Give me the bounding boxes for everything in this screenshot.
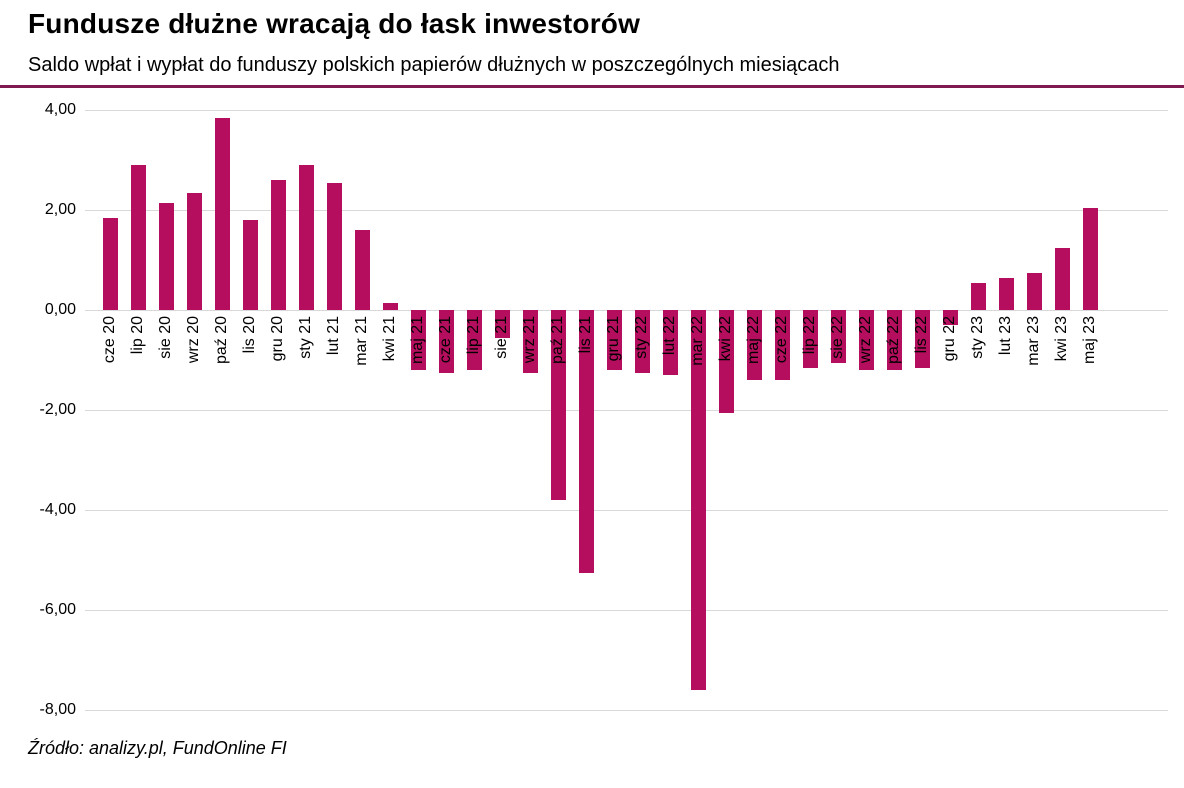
bar-gru-21 [606, 310, 622, 370]
x-axis-tick-label: lis 22 [913, 316, 930, 354]
x-axis-tick-label: mar 23 [1025, 316, 1042, 366]
x-axis-tick-label: sty 23 [969, 316, 986, 359]
x-axis-tick-label: lip 21 [465, 316, 482, 355]
bar-maj-22 [746, 310, 762, 380]
x-axis-tick-label: paź 20 [213, 316, 230, 365]
y-axis-tick-label: -4,00 [39, 501, 76, 518]
y-axis-tick-label: 0,00 [44, 301, 76, 318]
x-axis-tick-label: cze 20 [101, 316, 118, 364]
bar-sie-20 [158, 202, 174, 310]
x-axis-tick-label: cze 22 [773, 316, 790, 364]
x-axis-tick-label: paź 21 [549, 316, 566, 365]
bar-cze-22 [774, 310, 790, 380]
bar-paź-21 [550, 310, 566, 500]
gridline [85, 609, 1168, 611]
page-title: Fundusze dłużne wracają do łask inwestor… [28, 8, 641, 39]
gridline [85, 309, 1168, 311]
bar-lis-22 [914, 310, 930, 368]
bar-sty-23 [970, 282, 986, 310]
x-axis-tick-label: maj 23 [1081, 316, 1098, 365]
x-axis-tick-label: kwi 22 [717, 316, 734, 362]
bar-wrz-21 [522, 310, 538, 373]
x-axis-tick-label: sty 22 [633, 316, 650, 359]
bar-lut-23 [998, 277, 1014, 310]
bar-wrz-22 [858, 310, 874, 370]
bar-wrz-20 [186, 192, 202, 310]
bar-lis-21 [578, 310, 594, 573]
title-divider [0, 85, 1184, 88]
x-axis-tick-label: sie 21 [493, 316, 510, 359]
bar-paź-22 [886, 310, 902, 370]
x-axis-tick-label: gru 22 [941, 316, 958, 362]
x-axis-tick-label: lis 21 [577, 316, 594, 354]
bar-maj-23 [1082, 207, 1098, 310]
x-axis-tick-label: sie 22 [829, 316, 846, 359]
x-axis-tick-label: gru 20 [269, 316, 286, 362]
x-axis-tick-label: lis 20 [241, 316, 258, 354]
x-axis-tick-label: wrz 20 [185, 316, 202, 364]
x-axis-tick-label: wrz 22 [857, 316, 874, 364]
x-axis-tick-label: kwi 23 [1053, 316, 1070, 362]
bar-paź-20 [214, 117, 230, 310]
bar-sty-21 [298, 165, 314, 310]
bar-kwi-23 [1054, 247, 1070, 310]
bar-cze-21 [438, 310, 454, 373]
x-axis-tick-label: lut 23 [997, 316, 1014, 356]
x-axis-tick-label: sie 20 [157, 316, 174, 359]
x-axis-tick-label: lip 20 [129, 316, 146, 355]
y-axis-tick-label: -8,00 [39, 701, 76, 718]
bar-lip-20 [130, 165, 146, 310]
x-axis-tick-label: paź 22 [885, 316, 902, 365]
x-axis-tick-label: mar 22 [689, 316, 706, 366]
x-axis-tick-label: sty 21 [297, 316, 314, 359]
bar-sie-21 [494, 310, 510, 338]
y-axis-tick-label: 4,00 [44, 101, 76, 118]
bar-kwi-22 [718, 310, 734, 413]
bar-maj-21 [410, 310, 426, 370]
y-axis-tick-label: -6,00 [39, 601, 76, 618]
bar-gru-22 [942, 310, 958, 325]
x-axis-tick-label: mar 21 [353, 316, 370, 366]
x-axis-tick-label: gru 21 [605, 316, 622, 362]
bar-gru-20 [270, 180, 286, 310]
x-axis-tick-label: maj 22 [745, 316, 762, 365]
x-axis-tick-label: lut 21 [325, 316, 342, 356]
bar-lip-22 [802, 310, 818, 368]
bar-kwi-21 [382, 302, 398, 310]
y-axis-tick-label: 2,00 [44, 201, 76, 218]
x-axis-tick-label: maj 21 [409, 316, 426, 365]
bar-cze-20 [102, 217, 118, 310]
x-axis-tick-label: kwi 21 [381, 316, 398, 362]
x-axis-tick-label: lut 22 [661, 316, 678, 356]
gridline [85, 209, 1168, 211]
gridline [85, 709, 1168, 711]
bar-lut-22 [662, 310, 678, 375]
gridline [85, 509, 1168, 511]
x-axis-tick-label: cze 21 [437, 316, 454, 364]
bar-mar-21 [354, 230, 370, 310]
y-axis-tick-label: -2,00 [39, 401, 76, 418]
bar-mar-23 [1026, 272, 1042, 310]
bar-lut-21 [326, 182, 342, 310]
gridline [85, 109, 1168, 111]
x-axis-tick-label: wrz 21 [521, 316, 538, 364]
page-subtitle: Saldo wpłat i wypłat do funduszy polskic… [28, 54, 840, 76]
bar-mar-22 [690, 310, 706, 690]
bar-lip-21 [466, 310, 482, 370]
source-note: Źródło: analizy.pl, FundOnline FI [28, 738, 287, 758]
bar-sty-22 [634, 310, 650, 373]
bar-sie-22 [830, 310, 846, 363]
x-axis-tick-label: lip 22 [801, 316, 818, 355]
gridline [85, 409, 1168, 411]
bar-lis-20 [242, 220, 258, 310]
